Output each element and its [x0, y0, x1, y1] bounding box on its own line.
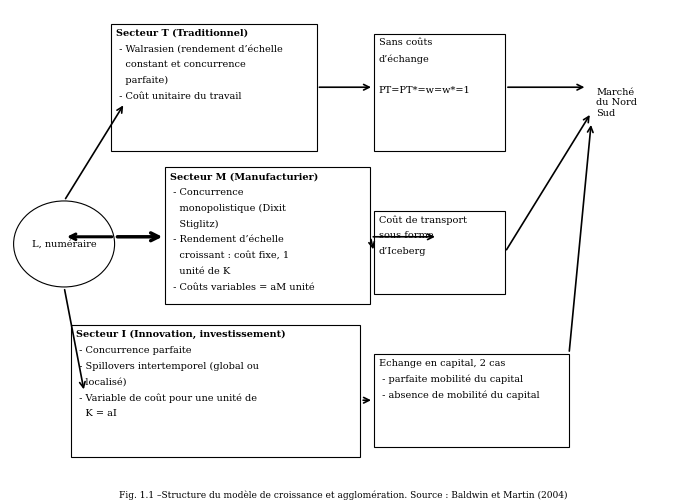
Text: PT=PT*=w=w*=1: PT=PT*=w=w*=1	[379, 86, 471, 95]
Text: Echange en capital, 2 cas: Echange en capital, 2 cas	[379, 359, 505, 368]
FancyBboxPatch shape	[165, 167, 370, 304]
Text: - Variable de coût pour une unité de: - Variable de coût pour une unité de	[76, 393, 256, 402]
Text: Fig. 1.1 –Structure du modèle de croissance et agglomération. Source : Baldwin e: Fig. 1.1 –Structure du modèle de croissa…	[120, 491, 567, 500]
Text: constant et concurrence: constant et concurrence	[116, 60, 246, 69]
Text: - Concurrence parfaite: - Concurrence parfaite	[76, 346, 191, 355]
Text: Coût de transport: Coût de transport	[379, 215, 466, 225]
Text: - Coût unitaire du travail: - Coût unitaire du travail	[116, 92, 241, 101]
Text: - Rendement d’échelle: - Rendement d’échelle	[170, 235, 284, 244]
Text: monopolistique (Dixit: monopolistique (Dixit	[170, 204, 286, 213]
Text: K = aI: K = aI	[76, 409, 116, 418]
FancyBboxPatch shape	[111, 24, 317, 151]
Text: - Spillovers intertemporel (global ou: - Spillovers intertemporel (global ou	[76, 362, 258, 371]
FancyBboxPatch shape	[71, 325, 361, 457]
Text: - Coûts variables = aM unité: - Coûts variables = aM unité	[170, 283, 315, 292]
Ellipse shape	[14, 201, 115, 287]
Text: - absence de mobilité du capital: - absence de mobilité du capital	[379, 390, 539, 400]
Text: parfaite): parfaite)	[116, 76, 168, 86]
Text: d’Iceberg: d’Iceberg	[379, 247, 426, 256]
Text: - Walrasien (rendement d’échelle: - Walrasien (rendement d’échelle	[116, 45, 282, 54]
Text: sous forme: sous forme	[379, 231, 433, 240]
Text: - parfaite mobilité du capital: - parfaite mobilité du capital	[379, 374, 523, 384]
Text: Secteur I (Innovation, investissement): Secteur I (Innovation, investissement)	[76, 330, 285, 339]
Text: Sans coûts: Sans coûts	[379, 39, 432, 47]
Text: d’échange: d’échange	[379, 54, 429, 64]
Text: croissant : coût fixe, 1: croissant : coût fixe, 1	[170, 251, 289, 260]
FancyBboxPatch shape	[374, 354, 569, 447]
Text: unité de K: unité de K	[170, 267, 230, 276]
FancyBboxPatch shape	[374, 210, 505, 294]
FancyBboxPatch shape	[374, 34, 505, 151]
Text: - Concurrence: - Concurrence	[170, 188, 243, 197]
Text: Stiglitz): Stiglitz)	[170, 220, 218, 229]
Text: L, numéraire: L, numéraire	[32, 239, 96, 248]
Text: localisé): localisé)	[76, 377, 126, 386]
Text: Secteur T (Traditionnel): Secteur T (Traditionnel)	[116, 29, 248, 38]
Text: Marché
du Nord
Sud: Marché du Nord Sud	[596, 88, 637, 118]
Text: Secteur M (Manufacturier): Secteur M (Manufacturier)	[170, 173, 318, 181]
